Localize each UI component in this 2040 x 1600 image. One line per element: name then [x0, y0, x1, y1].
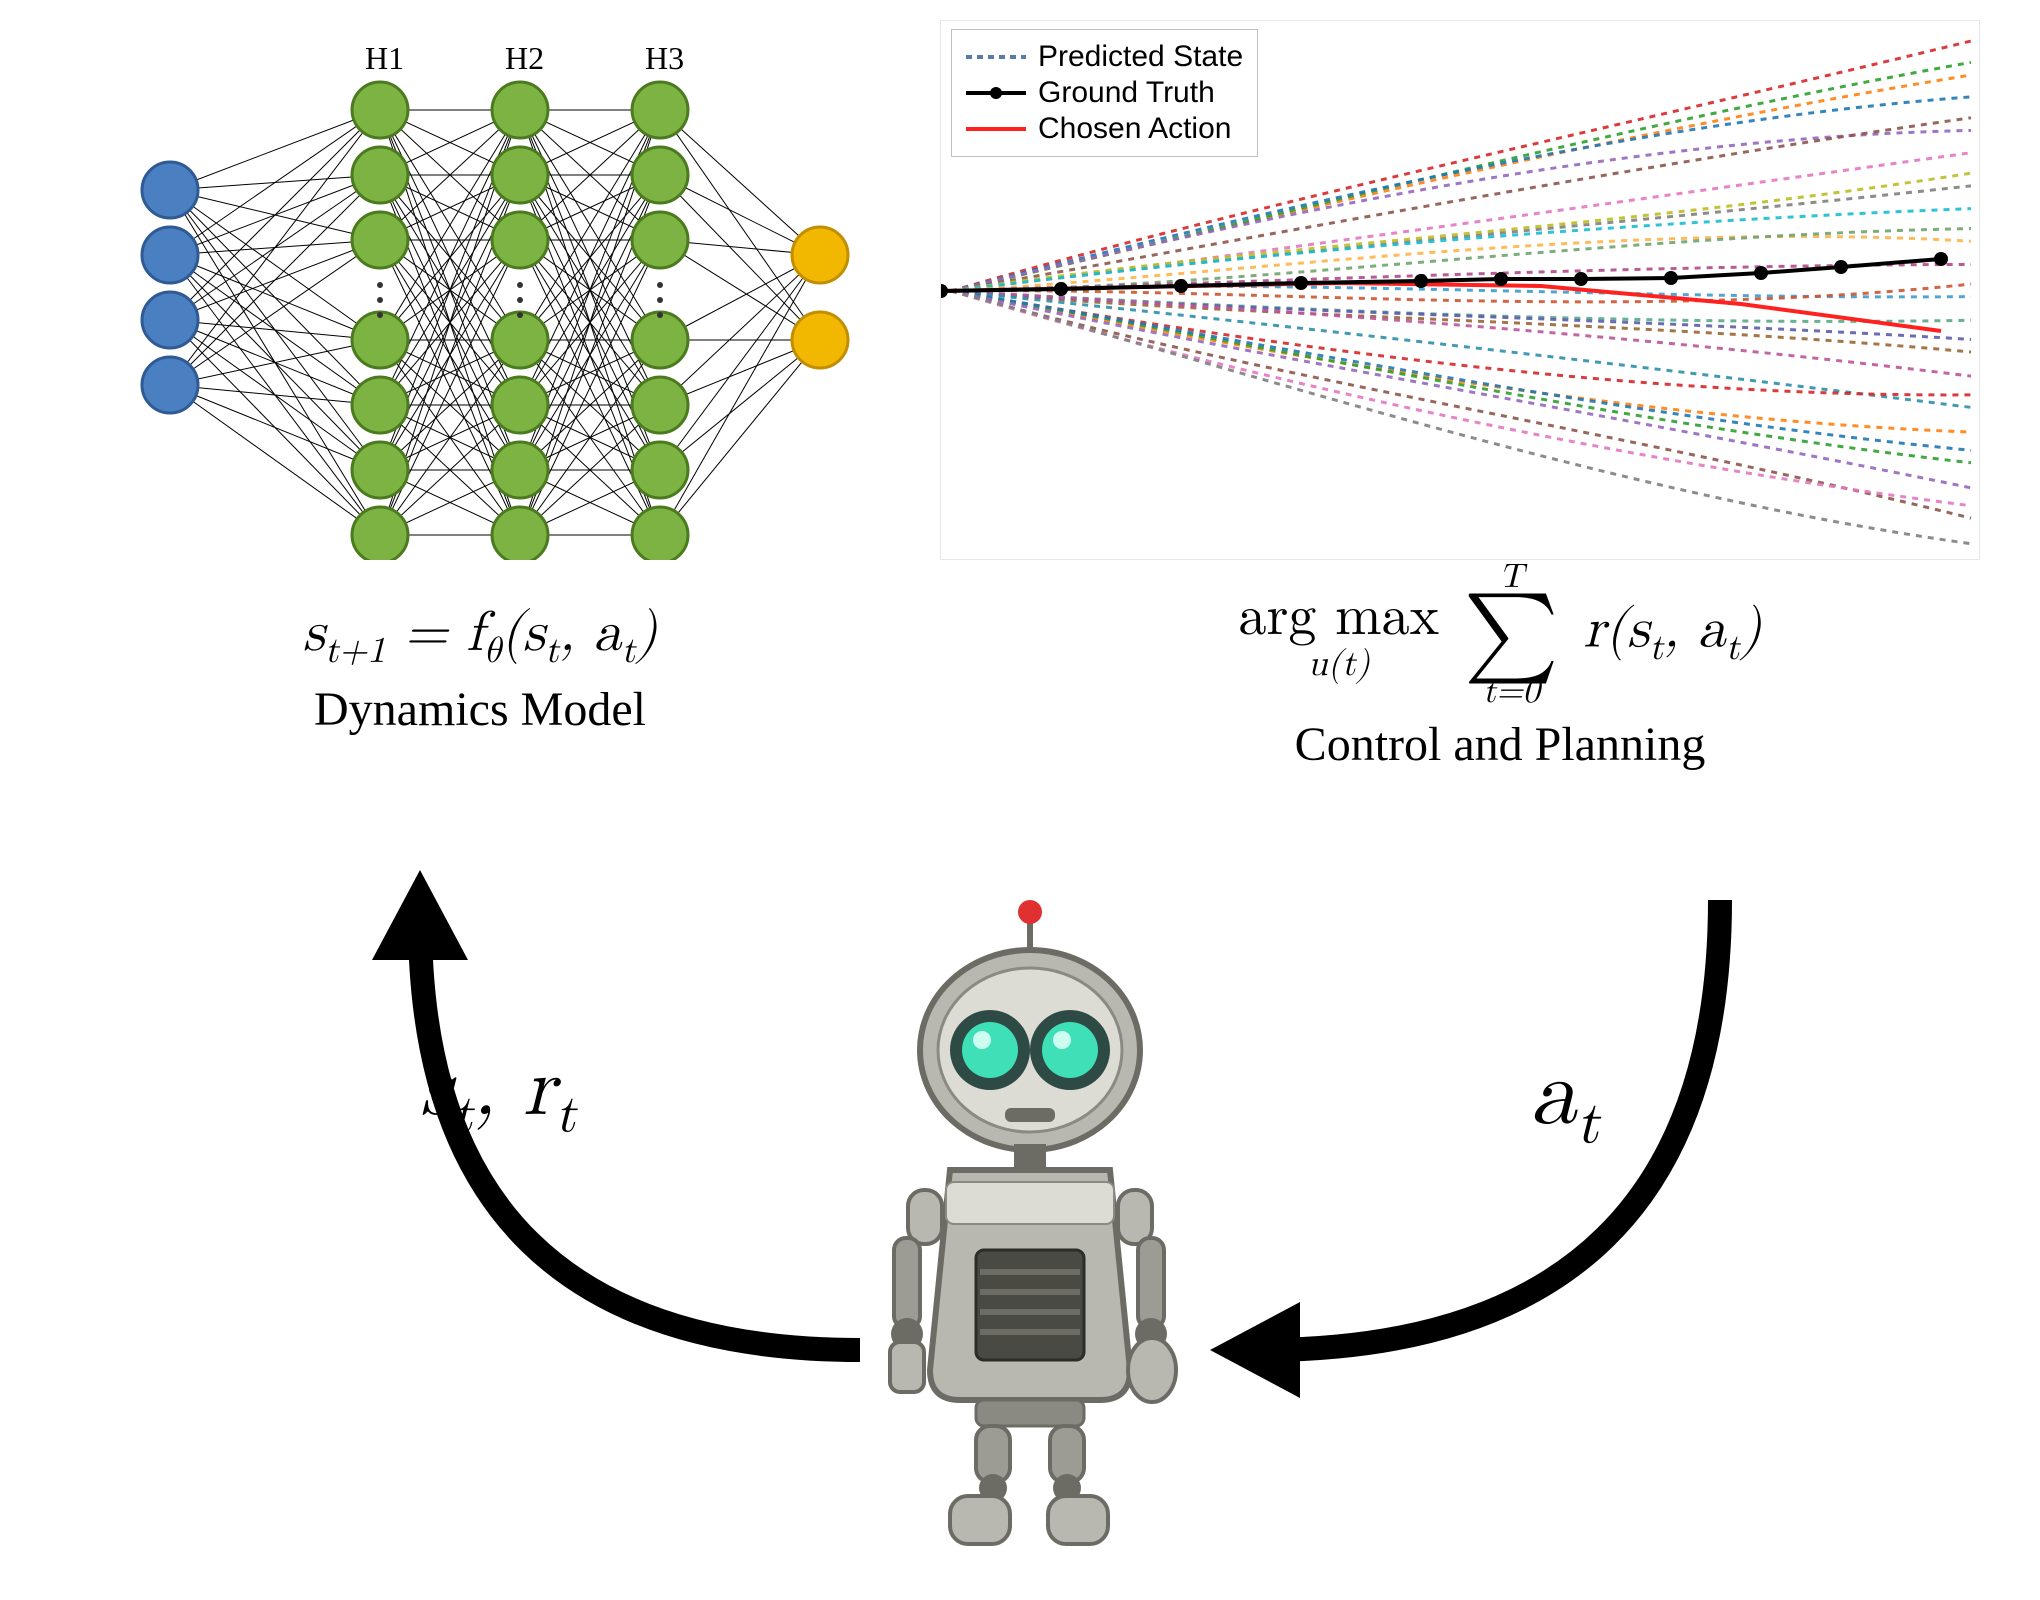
hidden-layer-label-2: H2	[505, 40, 544, 77]
left-arrow-head	[372, 870, 468, 960]
legend-chosen-label: Chosen Action	[1038, 112, 1231, 146]
trajectory-plot: Predicted State Ground Truth Chosen Acti…	[940, 20, 1980, 560]
neural-net-svg	[100, 40, 860, 560]
plot-legend: Predicted State Ground Truth Chosen Acti…	[951, 29, 1258, 157]
state-reward-label: st, rt	[420, 1040, 576, 1148]
dynamics-caption: Dynamics Model	[200, 682, 760, 737]
hidden-layer-label-3: H3	[645, 40, 684, 77]
hidden-layer-label-1: H1	[365, 40, 404, 77]
planning-equation-block: arg maxu(t) T∑t=0 r(st, at) Control and …	[1080, 560, 1920, 772]
robot-agent-icon	[830, 890, 1230, 1570]
planning-caption: Control and Planning	[1080, 717, 1920, 772]
dynamics-equation: st+1 = fθ(st, at)	[200, 600, 760, 674]
right-arrow-path	[1260, 900, 1720, 1350]
legend-predicted: Predicted State	[966, 40, 1243, 74]
robot-svg	[830, 890, 1230, 1570]
legend-ground-truth: Ground Truth	[966, 76, 1243, 110]
action-label: at	[1530, 1040, 1599, 1160]
planning-equation: arg maxu(t) T∑t=0 r(st, at)	[1080, 560, 1920, 709]
legend-chosen: Chosen Action	[966, 112, 1243, 146]
legend-gt-label: Ground Truth	[1038, 76, 1215, 110]
neural-network-diagram: H1 H2 H3	[100, 40, 860, 560]
dynamics-equation-block: st+1 = fθ(st, at) Dynamics Model	[200, 600, 760, 737]
legend-predicted-label: Predicted State	[1038, 40, 1243, 74]
